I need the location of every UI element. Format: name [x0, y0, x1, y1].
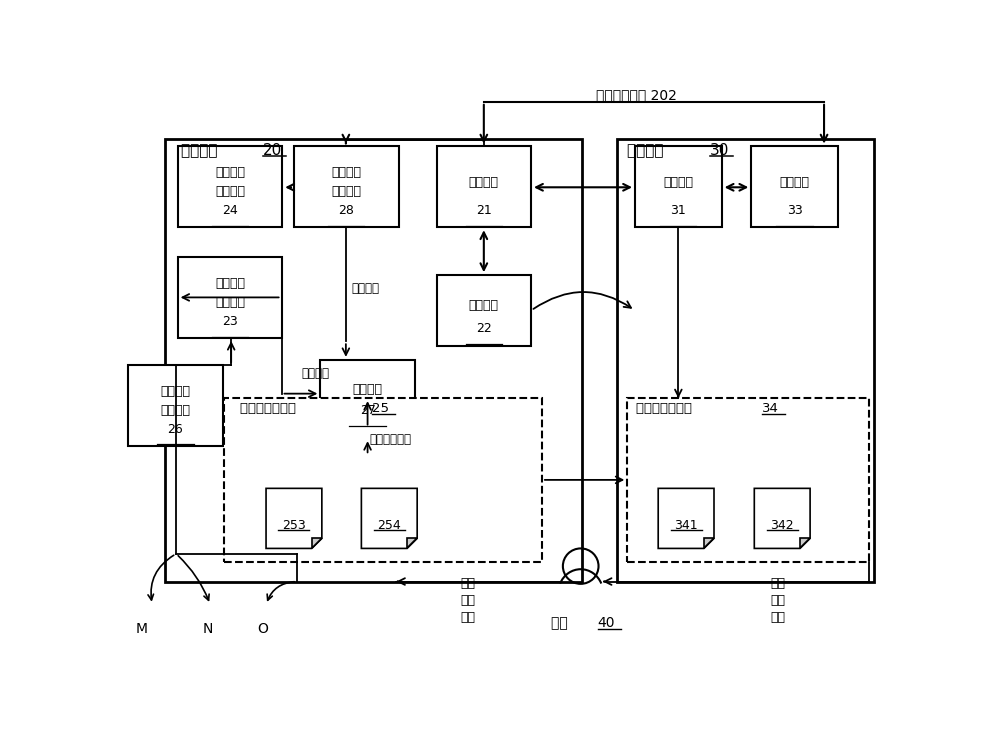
Text: 对比模块: 对比模块 — [353, 383, 383, 396]
Polygon shape — [704, 539, 714, 548]
Text: 采集模块: 采集模块 — [160, 404, 190, 417]
Text: 生成模块: 生成模块 — [215, 185, 245, 199]
Text: 254: 254 — [377, 519, 401, 532]
Text: N: N — [203, 622, 213, 636]
Text: 生成模块: 生成模块 — [215, 296, 245, 309]
Text: 第一可视化界面: 第一可视化界面 — [637, 402, 697, 415]
Text: 生成模块: 生成模块 — [331, 185, 361, 199]
Text: 第二通信信道 202: 第二通信信道 202 — [596, 89, 677, 103]
FancyBboxPatch shape — [751, 147, 838, 227]
Polygon shape — [266, 488, 322, 548]
Text: 23: 23 — [222, 314, 238, 328]
Text: 33: 33 — [787, 204, 802, 217]
Text: M: M — [136, 622, 148, 636]
Text: 匹配对比结果: 匹配对比结果 — [370, 433, 412, 446]
Text: 40: 40 — [598, 616, 615, 630]
Polygon shape — [658, 488, 714, 548]
FancyBboxPatch shape — [128, 365, 223, 446]
Text: 342: 342 — [770, 519, 794, 532]
FancyBboxPatch shape — [437, 275, 531, 346]
Text: 通信模块: 通信模块 — [469, 176, 499, 189]
Text: 受控终端: 受控终端 — [181, 143, 222, 158]
Text: 26: 26 — [168, 422, 183, 435]
Polygon shape — [407, 539, 417, 548]
Text: 展示
物理
动作: 展示 物理 动作 — [770, 577, 785, 624]
Text: O: O — [258, 622, 268, 636]
Text: 22: 22 — [476, 323, 492, 336]
Text: 28: 28 — [338, 204, 354, 217]
Text: 34: 34 — [762, 402, 779, 415]
Text: 21: 21 — [476, 204, 492, 217]
Text: 控制终端: 控制终端 — [627, 143, 669, 158]
FancyBboxPatch shape — [178, 147, 282, 227]
FancyBboxPatch shape — [437, 147, 531, 227]
Polygon shape — [312, 539, 322, 548]
Text: 30: 30 — [710, 143, 730, 158]
Text: 25: 25 — [372, 402, 389, 415]
Text: 施加
物理
动作: 施加 物理 动作 — [460, 577, 475, 624]
FancyBboxPatch shape — [320, 360, 415, 427]
Text: 校验信息: 校验信息 — [331, 166, 361, 179]
Text: 检测数据: 检测数据 — [302, 367, 330, 380]
FancyBboxPatch shape — [635, 147, 722, 227]
Text: 第二可视化界面: 第二可视化界面 — [240, 402, 300, 415]
Text: 校验信息: 校验信息 — [351, 282, 379, 295]
Polygon shape — [361, 488, 417, 548]
Text: 253: 253 — [282, 519, 306, 532]
Text: 用户: 用户 — [551, 616, 572, 630]
Text: 20: 20 — [263, 143, 282, 158]
FancyBboxPatch shape — [294, 147, 399, 227]
Text: 341: 341 — [674, 519, 698, 532]
Polygon shape — [800, 539, 810, 548]
Text: 检测数据: 检测数据 — [215, 277, 245, 290]
Text: 31: 31 — [670, 204, 686, 217]
Text: 27: 27 — [360, 404, 376, 417]
Polygon shape — [754, 488, 810, 548]
Text: 24: 24 — [222, 204, 238, 217]
Text: 筛选模块: 筛选模块 — [663, 176, 693, 189]
FancyBboxPatch shape — [178, 257, 282, 338]
Text: 验证模块: 验证模块 — [469, 299, 499, 312]
FancyBboxPatch shape — [627, 398, 869, 561]
FancyBboxPatch shape — [224, 398, 542, 561]
Text: 加密模块: 加密模块 — [780, 176, 810, 189]
Text: 物理动作: 物理动作 — [215, 166, 245, 179]
Text: 物理动作: 物理动作 — [160, 385, 190, 398]
FancyBboxPatch shape — [165, 139, 582, 581]
FancyBboxPatch shape — [617, 139, 874, 581]
